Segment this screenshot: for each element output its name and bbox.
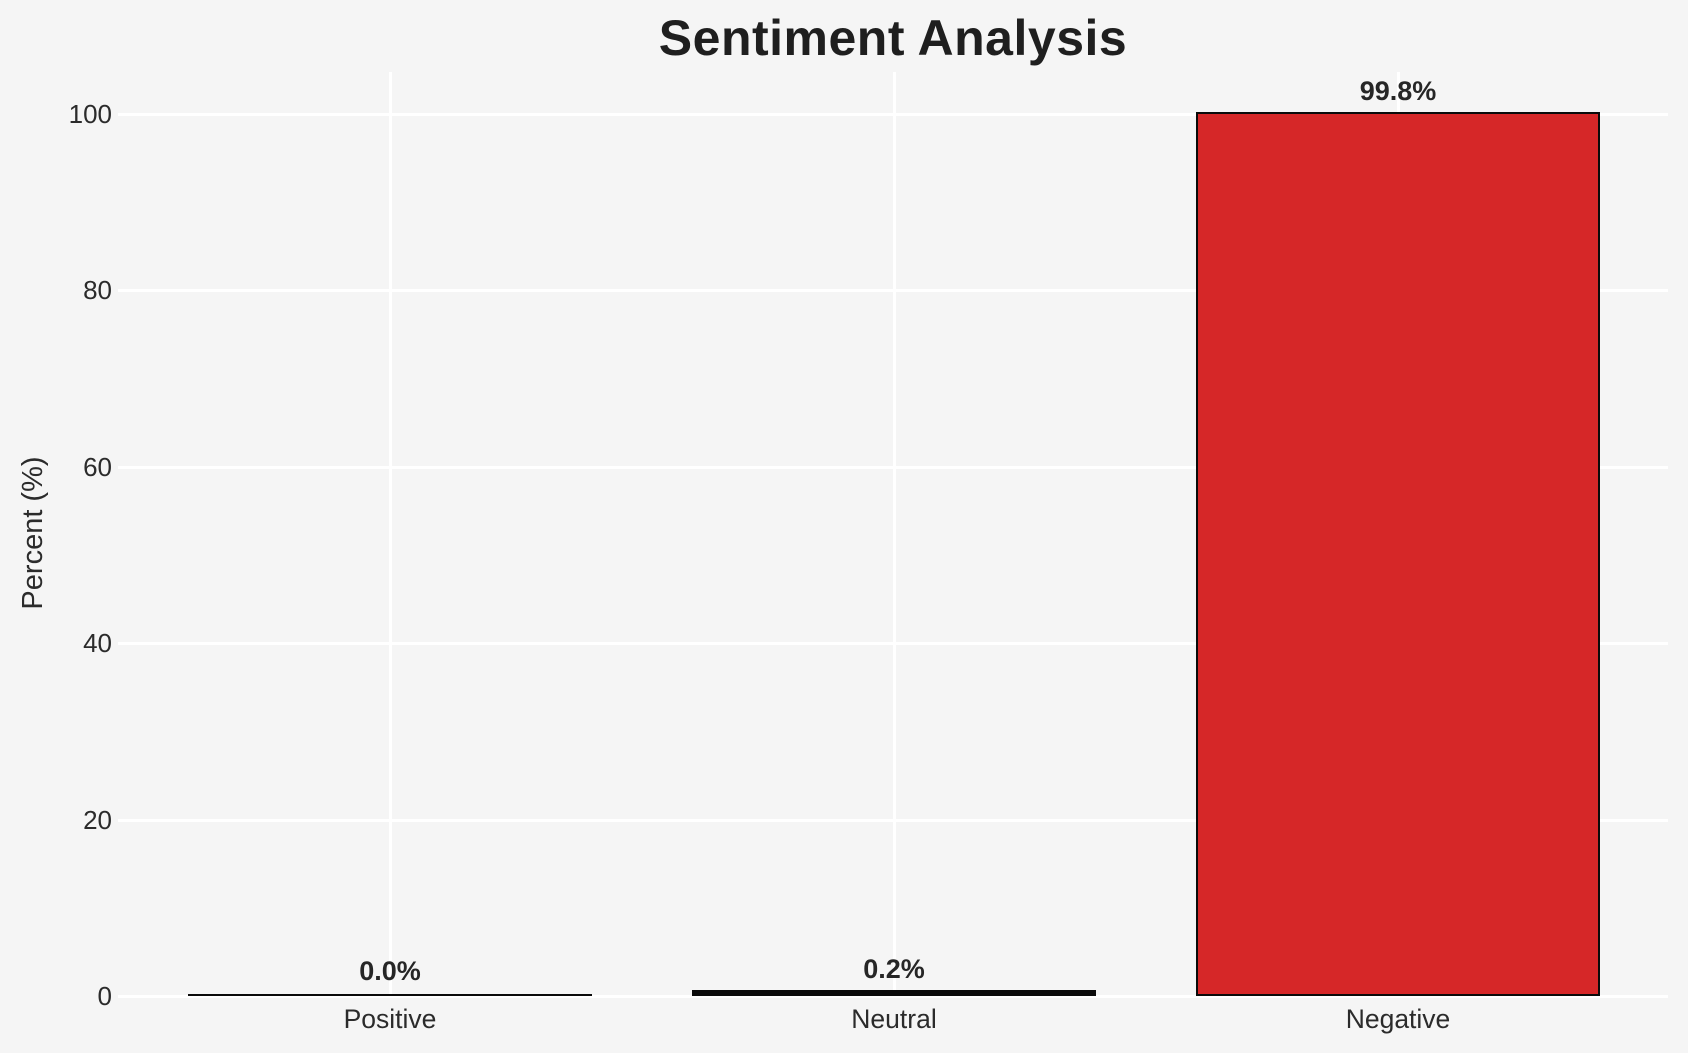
value-label-positive: 0.0% [359, 956, 421, 986]
y-tick-label-100: 100 [68, 99, 112, 129]
x-tick-label-negative: Negative [1345, 1004, 1451, 1034]
y-tick-label-40: 40 [83, 628, 112, 658]
y-tick-label-80: 80 [83, 275, 112, 305]
gridline-v-neutral [893, 72, 896, 996]
y-tick-label-20: 20 [83, 805, 112, 835]
y-tick-label-0: 0 [97, 981, 112, 1011]
x-tick-label-neutral: Neutral [851, 1004, 937, 1034]
value-label-neutral: 0.2% [863, 954, 925, 984]
gridline-h-0 [118, 995, 1668, 998]
chart-title: Sentiment Analysis [658, 10, 1128, 66]
bar-negative [1196, 112, 1600, 996]
bar-positive [188, 994, 592, 996]
value-label-negative: 99.8% [1359, 76, 1437, 106]
gridline-v-positive [389, 72, 392, 996]
y-tick-label-60: 60 [83, 452, 112, 482]
x-tick-label-positive: Positive [343, 1004, 437, 1034]
bar-neutral [692, 990, 1096, 996]
